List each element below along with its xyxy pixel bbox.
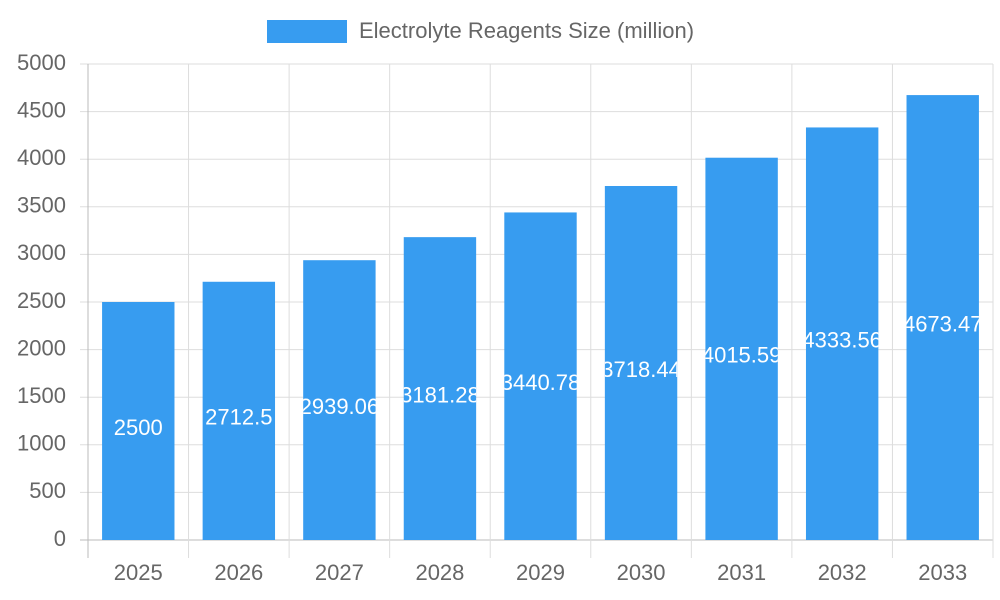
y-tick-label: 500 (29, 478, 66, 503)
y-tick-label: 2000 (17, 335, 66, 360)
value-label: 4333.56 (802, 328, 882, 353)
x-tick-label: 2031 (717, 560, 766, 585)
value-label: 2712.5 (205, 405, 272, 430)
y-tick-label: 5000 (17, 50, 66, 75)
value-label: 2939.06 (300, 394, 380, 419)
bar (403, 237, 477, 540)
x-tick-label: 2029 (516, 560, 565, 585)
x-tick-label: 2033 (918, 560, 967, 585)
value-label: 3181.28 (400, 382, 480, 407)
value-label: 4673.47 (903, 311, 983, 336)
y-tick-label: 3500 (17, 193, 66, 218)
y-tick-label: 1500 (17, 383, 66, 408)
legend-label: Electrolyte Reagents Size (million) (359, 18, 694, 43)
y-tick-label: 4500 (17, 97, 66, 122)
bar (906, 95, 979, 540)
y-tick-label: 2500 (17, 288, 66, 313)
y-tick-label: 4000 (17, 145, 66, 170)
y-tick-label: 0 (54, 526, 66, 551)
y-tick-label: 3000 (17, 240, 66, 265)
value-label: 3718.44 (601, 357, 681, 382)
x-tick-label: 2026 (214, 560, 263, 585)
bar (604, 186, 678, 540)
bar (303, 260, 376, 540)
bar (504, 212, 577, 540)
legend-swatch (267, 20, 347, 43)
value-label: 4015.59 (702, 343, 782, 368)
value-label: 2500 (114, 415, 163, 440)
x-tick-label: 2025 (114, 560, 163, 585)
bar (705, 157, 778, 541)
value-label: 3440.78 (501, 370, 581, 395)
x-tick-label: 2032 (818, 560, 867, 585)
x-tick-label: 2030 (617, 560, 666, 585)
bar (202, 281, 276, 540)
y-tick-label: 1000 (17, 431, 66, 456)
x-tick-label: 2027 (315, 560, 364, 585)
x-tick-label: 2028 (415, 560, 464, 585)
bar (805, 127, 879, 540)
bar (102, 302, 175, 540)
